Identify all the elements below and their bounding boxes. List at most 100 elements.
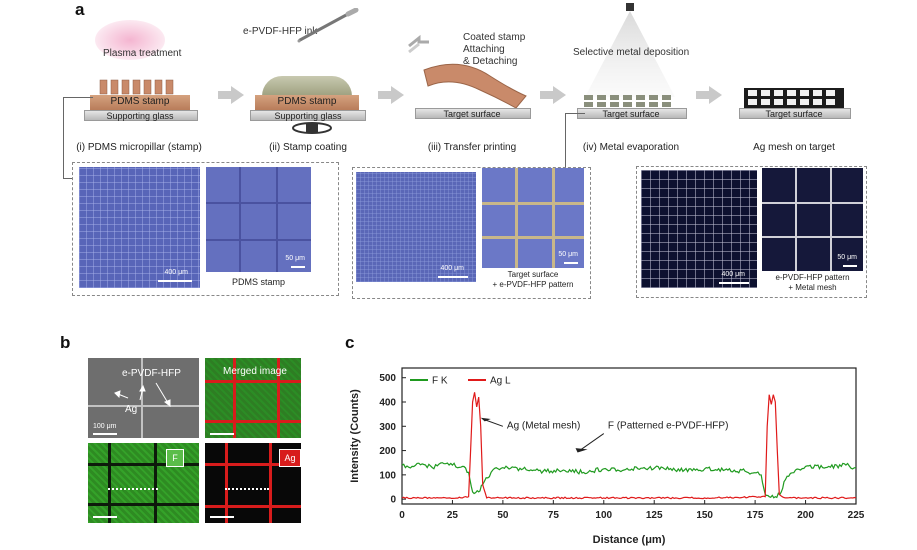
deposition-label: Selective metal deposition	[573, 47, 690, 58]
grid-line	[552, 168, 555, 268]
x-tick-label: 200	[797, 510, 814, 521]
plot-frame	[401, 367, 857, 505]
x-tick-label: 225	[848, 510, 865, 521]
chart-annotation: F (Patterned e-PVDF-HFP)	[608, 421, 729, 432]
grid-line	[762, 202, 863, 204]
scale-50-label-3: 50 μm	[837, 254, 857, 261]
plasma-glow	[95, 20, 165, 60]
merged-label: Merged image	[223, 366, 287, 377]
panel-b-letter: b	[60, 333, 71, 352]
grid-line	[205, 505, 301, 508]
grid-line	[269, 443, 272, 523]
ink-label: e-PVDF-HFP ink	[243, 26, 318, 37]
micro-caption-3: e-PVDF-HFP pattern + Metal mesh	[762, 273, 863, 293]
pdms-micrograph-high-mag: 50 μm	[206, 167, 311, 272]
x-tick-label: 150	[696, 510, 713, 521]
micro-caption-3-line-1: e-PVDF-HFP pattern	[775, 273, 850, 282]
ag-mesh-pattern	[744, 88, 844, 108]
f-map-image: F	[88, 443, 199, 523]
process-arrow-3	[553, 86, 566, 104]
scale-bar-1	[158, 280, 192, 282]
connector-1-v	[63, 97, 64, 179]
process-arrow-4	[709, 86, 722, 104]
scale-bar-5	[719, 282, 749, 284]
grid-line	[206, 239, 311, 241]
evaporation-source-icon	[626, 3, 634, 11]
curved-stamp	[420, 56, 530, 109]
line-scan-path	[225, 488, 269, 490]
process-arrow-4-bar	[696, 91, 710, 99]
grid-line	[206, 202, 311, 204]
micro-caption-2: Target surface + e-PVDF-HFP pattern	[482, 270, 584, 290]
grid-line	[482, 202, 584, 205]
ag-map-image: Ag	[205, 443, 301, 523]
y-tick-label: 0	[390, 495, 396, 506]
grid-line	[205, 463, 301, 466]
process-arrow-2	[391, 86, 404, 104]
micro-caption-1: PDMS stamp	[231, 277, 285, 287]
glass-label-1: Supporting glass	[106, 111, 174, 121]
legend-label: Ag L	[490, 376, 511, 387]
scale-50-label-2: 50 μm	[558, 251, 578, 258]
pdms-micrograph-low-mag: 400 μm	[79, 167, 200, 288]
line-chart: 0 25 50 75 100 125 150 175 200 225 0 100 200 300 400 50…	[349, 367, 865, 546]
coating-layer	[262, 76, 352, 96]
legend-label: F K	[432, 376, 448, 387]
grid-line	[762, 236, 863, 238]
x-axis-title: Distance (μm)	[593, 534, 666, 546]
process-arrow-2-bar	[378, 91, 392, 99]
target-label-4: Target surface	[602, 109, 660, 119]
y-tick-label: 300	[379, 422, 396, 433]
grid-line	[233, 358, 236, 438]
process-arrow-3-bar	[540, 91, 554, 99]
sem-ag-label: Ag	[125, 404, 138, 415]
pdms-stamp-label-1: PDMS stamp	[110, 96, 170, 107]
grid-line	[88, 503, 199, 506]
attach-detach-arrows-icon	[407, 34, 431, 54]
mesh-micrograph-high-mag: 50 μm	[762, 168, 863, 271]
y-tick-label: 400	[379, 398, 396, 409]
micro-caption-2-line-1: Target surface	[507, 270, 559, 279]
step-2-caption: (ii) Stamp coating	[269, 142, 347, 153]
supporting-glass-2	[250, 110, 366, 121]
target-label-3: Target surface	[443, 109, 501, 119]
target-surface-5	[739, 108, 851, 119]
micrograph-box-1	[72, 162, 339, 296]
step-4-caption: (iv) Metal evaporation	[582, 142, 680, 153]
plasma-label: Plasma treatment	[103, 48, 182, 59]
grid-line	[277, 358, 280, 438]
y-axis-title: Intensity (Counts)	[349, 389, 361, 483]
x-tick-label: 75	[548, 510, 560, 521]
chart-legend: F K Ag L	[410, 376, 511, 387]
annotation-arrowhead-ag	[480, 417, 491, 422]
spin-icon	[290, 121, 334, 135]
grid-line	[88, 405, 199, 407]
deposition-cone	[585, 11, 675, 97]
chart-annotation: Ag (Metal mesh)	[507, 421, 580, 432]
pdms-stamp-label-2: PDMS stamp	[277, 96, 337, 107]
target-label-5: Target surface	[765, 109, 823, 119]
grid-line	[88, 463, 199, 466]
attaching-label: Attaching	[463, 44, 505, 55]
process-arrow-1	[231, 86, 244, 104]
connector-1-h2	[63, 178, 73, 179]
scale-400-label-2: 400 μm	[440, 265, 465, 272]
x-tick-label: 0	[399, 510, 405, 521]
step-5-caption: Ag mesh on target	[753, 142, 835, 153]
grid-line	[515, 168, 518, 268]
micrograph-box-2	[352, 167, 591, 299]
connector-4-h	[565, 113, 585, 114]
pdms-stamp-body-2	[255, 95, 359, 110]
panel-a-letter: a	[75, 0, 85, 19]
pipette-icon	[290, 7, 360, 44]
ag-scale-bar	[210, 516, 234, 518]
mesh-micrograph-low-mag: 400 μm	[641, 170, 757, 288]
grid-line	[154, 443, 157, 523]
scale-bar-2	[291, 266, 305, 268]
step-1-caption: (i) PDMS micropillar (stamp)	[76, 142, 202, 153]
grid-line	[795, 168, 797, 271]
sem-scale-bar	[93, 433, 117, 435]
scale-bar-6	[843, 265, 857, 267]
connector-1-h	[63, 97, 93, 98]
transfer-micrograph-high-mag: 50 μm	[482, 168, 584, 268]
